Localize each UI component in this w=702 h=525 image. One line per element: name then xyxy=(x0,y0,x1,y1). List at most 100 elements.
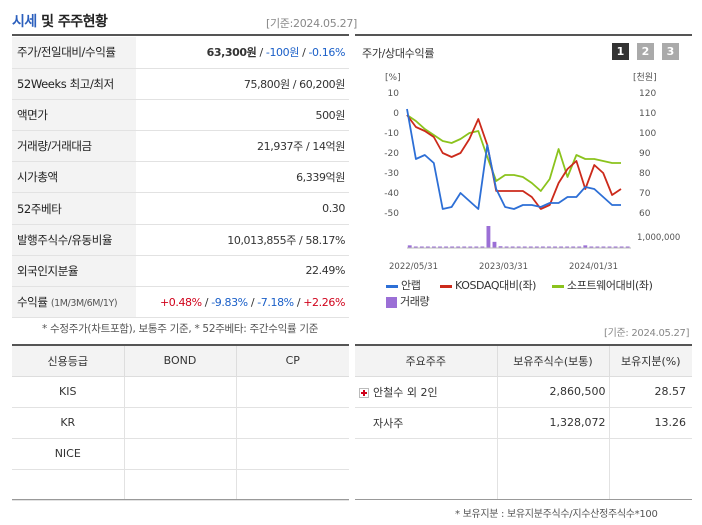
volume-bar xyxy=(432,246,436,248)
volume-bar xyxy=(407,245,412,248)
volume-bar xyxy=(577,246,582,248)
legend-item: 소프트웨어대비(좌) xyxy=(552,277,653,293)
left-unit-label: [%] xyxy=(385,73,401,83)
right-tick-label: 60 xyxy=(639,209,651,219)
row-value: 10,013,855주 / 58.17% xyxy=(136,224,349,256)
price-footnote: * 수정주가(차트포함), 보통주 기준, * 52주베타: 주간수익률 기준 xyxy=(42,323,319,335)
holder-name: 안철수 외 2인 xyxy=(373,385,438,399)
left-tick-label: -50 xyxy=(384,209,399,219)
table-row: 액면가 500원 xyxy=(12,99,349,132)
volume-bar xyxy=(583,245,588,248)
legend-swatch xyxy=(386,296,397,308)
chart-page-1-button[interactable]: 1 xyxy=(612,43,629,60)
volume-bar xyxy=(468,246,473,248)
column-header: BOND xyxy=(124,346,237,377)
cp-rating xyxy=(236,376,349,408)
table-row: KR xyxy=(12,407,349,439)
volume-bar xyxy=(553,246,557,248)
x-tick: 2022/05/31 xyxy=(389,262,438,272)
legend-item: 안랩 xyxy=(386,277,421,293)
volume-bar xyxy=(413,246,418,248)
returns-value: +0.48% / -9.83% / -7.18% / +2.26% xyxy=(136,286,349,319)
chart-title: 주가/상대수익률 xyxy=(362,47,435,60)
bond-rating xyxy=(124,407,237,439)
bond-rating xyxy=(124,469,237,501)
volume-bar xyxy=(492,241,497,248)
volume-bar xyxy=(504,246,509,248)
table-row: 시가총액 6,339억원 xyxy=(12,161,349,194)
table-row: 발행주식수/유동비율 10,013,855주 / 58.17% xyxy=(12,224,349,256)
holder-name: 자사주 xyxy=(355,407,498,439)
bond-rating xyxy=(124,376,237,408)
expand-icon[interactable] xyxy=(359,387,369,398)
volume-bar xyxy=(607,246,612,248)
volume-bar xyxy=(534,246,539,248)
table-row: 거래량/거래대금 21,937주 / 14억원 xyxy=(12,130,349,163)
table-row: 자사주 1,328,072 13.26 xyxy=(355,407,692,439)
holders-base-date: [기준: 2024.05.27] xyxy=(604,328,690,339)
volume-bar xyxy=(540,246,545,248)
holder-shares: 1,328,072 xyxy=(497,407,610,439)
series-line xyxy=(406,108,621,210)
empty-cell xyxy=(609,438,692,500)
holders-footnote: * 보유지분 : 보유지분주식수/지수산정주식수*100 xyxy=(455,509,658,520)
legend-swatch xyxy=(440,284,452,288)
volume-bar xyxy=(450,246,455,248)
divider xyxy=(355,34,692,36)
row-value: 75,800원 / 60,200원 xyxy=(136,68,349,100)
price-table: 주가/전일대비/수익률 63,300원 / -100원 / -0.16% 52W… xyxy=(12,37,349,319)
left-tick-label: 0 xyxy=(393,109,399,119)
row-value: 22.49% xyxy=(136,255,349,288)
volume-bar xyxy=(510,246,515,248)
volume-bar xyxy=(547,246,551,248)
row-label: 52Weeks 최고/최저 xyxy=(12,68,136,100)
table-row: 안철수 외 2인 2,860,500 28.57 xyxy=(355,376,692,408)
chart-page-2-button[interactable]: 2 xyxy=(637,43,654,60)
volume-bar xyxy=(613,246,618,248)
row-label: 외국인지분율 xyxy=(12,255,136,288)
credit-agency: KR xyxy=(12,407,125,439)
left-tick-label: -40 xyxy=(384,189,399,199)
table-row: 52주베타 0.30 xyxy=(12,192,349,225)
right-tick-label: 90 xyxy=(639,149,651,159)
credit-agency: KIS xyxy=(12,376,125,408)
right-tick-label: 70 xyxy=(639,189,651,199)
volume-bar xyxy=(559,246,564,248)
row-label: 52주베타 xyxy=(12,192,136,225)
row-label: 수익률 (1M/3M/6M/1Y) xyxy=(12,286,136,319)
holder-pct: 28.57 xyxy=(609,376,692,408)
divider xyxy=(355,344,692,346)
right-tick-label: 110 xyxy=(639,109,656,119)
divider xyxy=(12,34,349,36)
row-label: 거래량/거래대금 xyxy=(12,130,136,163)
x-tick: 2024/01/31 xyxy=(569,262,618,272)
table-header-row: 신용등급 BOND CP xyxy=(12,346,349,377)
legend-swatch xyxy=(552,284,564,288)
right-tick-label: 80 xyxy=(639,169,651,179)
volume-bar xyxy=(419,246,424,248)
left-tick-label: -10 xyxy=(384,129,399,139)
table-row: KIS xyxy=(12,376,349,408)
credit-agency: NICE xyxy=(12,438,125,470)
base-date: [기준:2024.05.27] xyxy=(266,17,358,30)
row-value: 63,300원 / -100원 / -0.16% xyxy=(136,37,349,69)
chart-page-3-button[interactable]: 3 xyxy=(662,43,679,60)
divider xyxy=(355,499,692,500)
volume-bar xyxy=(438,246,442,248)
column-header: CP xyxy=(236,346,349,377)
volume-bar xyxy=(516,246,521,248)
divider xyxy=(12,344,349,346)
left-tick-label: 10 xyxy=(388,89,400,99)
bond-rating xyxy=(124,438,237,470)
volume-bar xyxy=(589,246,594,248)
volume-bar xyxy=(425,246,430,248)
holder-pct: 13.26 xyxy=(609,407,692,439)
row-label: 시가총액 xyxy=(12,161,136,194)
row-label: 주가/전일대비/수익률 xyxy=(12,37,136,69)
table-row: 주가/전일대비/수익률 63,300원 / -100원 / -0.16% xyxy=(12,37,349,69)
table-row xyxy=(12,469,349,501)
divider xyxy=(12,499,349,500)
page-title: 시세 및 주주현황 xyxy=(12,14,108,30)
volume-bar xyxy=(528,246,533,248)
row-label: 액면가 xyxy=(12,99,136,132)
